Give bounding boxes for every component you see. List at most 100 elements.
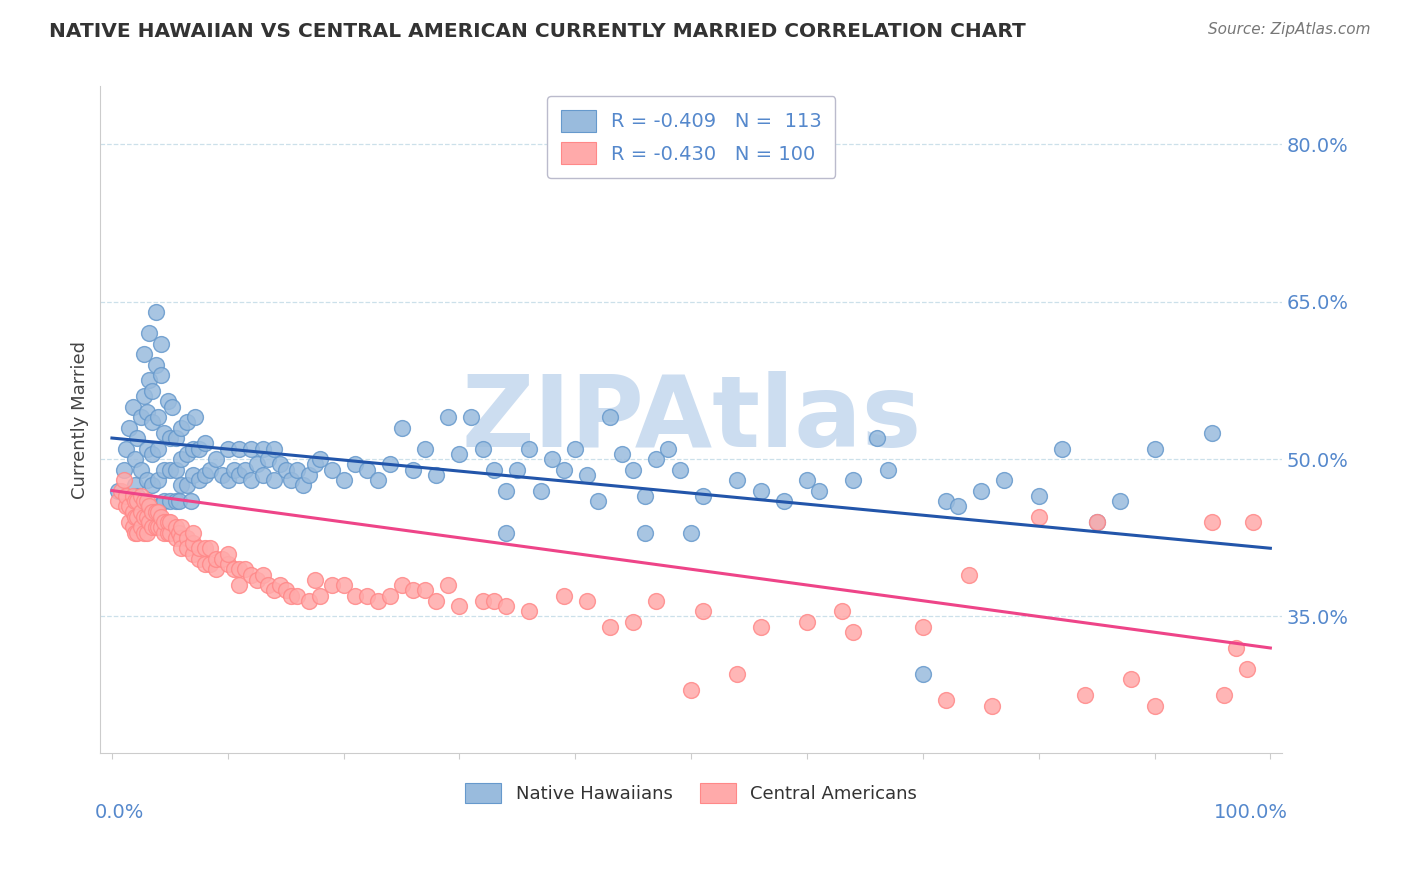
Point: [165, 431, 187, 445]
Point: [187, 473, 209, 487]
Point: [274, 583, 297, 598]
Point: [344, 589, 367, 603]
Point: [460, 410, 482, 425]
Point: [449, 447, 471, 461]
Point: [285, 462, 308, 476]
Point: [796, 615, 818, 629]
Text: NATIVE HAWAIIAN VS CENTRAL AMERICAN CURRENTLY MARRIED CORRELATION CHART: NATIVE HAWAIIAN VS CENTRAL AMERICAN CURR…: [49, 22, 1026, 41]
Point: [553, 462, 575, 476]
Point: [304, 457, 326, 471]
Point: [378, 589, 401, 603]
Point: [135, 473, 157, 487]
Point: [141, 447, 163, 461]
Point: [121, 489, 143, 503]
Text: ZIPAtlas: ZIPAtlas: [461, 371, 921, 468]
Point: [205, 562, 228, 576]
Point: [114, 442, 136, 456]
Point: [200, 541, 222, 556]
Point: [668, 462, 690, 476]
Point: [124, 525, 146, 540]
Point: [391, 578, 413, 592]
Point: [564, 442, 586, 456]
Point: [645, 452, 668, 467]
Point: [298, 593, 321, 607]
Point: [222, 562, 245, 576]
Point: [134, 494, 156, 508]
Point: [233, 562, 256, 576]
Point: [471, 593, 494, 607]
Point: [124, 509, 146, 524]
Point: [252, 442, 274, 456]
Point: [114, 489, 136, 503]
Point: [184, 410, 207, 425]
Point: [269, 578, 291, 592]
Point: [1201, 425, 1223, 440]
Point: [145, 520, 167, 534]
Point: [228, 442, 250, 456]
Point: [127, 494, 149, 508]
Point: [153, 462, 176, 476]
Point: [269, 457, 291, 471]
Point: [541, 452, 564, 467]
Point: [127, 489, 149, 503]
Point: [280, 589, 302, 603]
Point: [159, 515, 181, 529]
Point: [246, 573, 269, 587]
Point: [187, 541, 209, 556]
Point: [121, 400, 143, 414]
Point: [127, 509, 149, 524]
Point: [112, 462, 135, 476]
Point: [471, 442, 494, 456]
Point: [749, 483, 772, 498]
Point: [167, 494, 190, 508]
Point: [138, 515, 160, 529]
Point: [274, 462, 297, 476]
Point: [148, 442, 170, 456]
Point: [211, 551, 233, 566]
Point: [127, 431, 149, 445]
Point: [134, 347, 156, 361]
Point: [657, 442, 679, 456]
Point: [134, 509, 156, 524]
Point: [129, 410, 152, 425]
Point: [263, 583, 285, 598]
Point: [877, 462, 900, 476]
Point: [148, 520, 170, 534]
Point: [1143, 442, 1166, 456]
Text: Source: ZipAtlas.com: Source: ZipAtlas.com: [1208, 22, 1371, 37]
Point: [1241, 515, 1264, 529]
Point: [228, 562, 250, 576]
Point: [124, 452, 146, 467]
Point: [367, 593, 389, 607]
Point: [517, 442, 540, 456]
Point: [681, 683, 703, 698]
Point: [970, 483, 993, 498]
Point: [332, 578, 354, 592]
Point: [200, 462, 222, 476]
Point: [257, 452, 280, 467]
Point: [1028, 489, 1050, 503]
Point: [187, 551, 209, 566]
Point: [402, 462, 425, 476]
Point: [156, 515, 179, 529]
Point: [141, 415, 163, 429]
Point: [148, 473, 170, 487]
Point: [935, 693, 957, 707]
Point: [165, 531, 187, 545]
Point: [153, 425, 176, 440]
Point: [217, 557, 239, 571]
Point: [321, 462, 343, 476]
Point: [981, 698, 1004, 713]
Point: [842, 625, 865, 640]
Point: [138, 326, 160, 340]
Point: [135, 509, 157, 524]
Point: [321, 578, 343, 592]
Point: [129, 494, 152, 508]
Point: [796, 473, 818, 487]
Point: [239, 442, 262, 456]
Point: [309, 589, 332, 603]
Point: [280, 473, 302, 487]
Point: [634, 525, 657, 540]
Point: [170, 420, 193, 434]
Point: [599, 620, 621, 634]
